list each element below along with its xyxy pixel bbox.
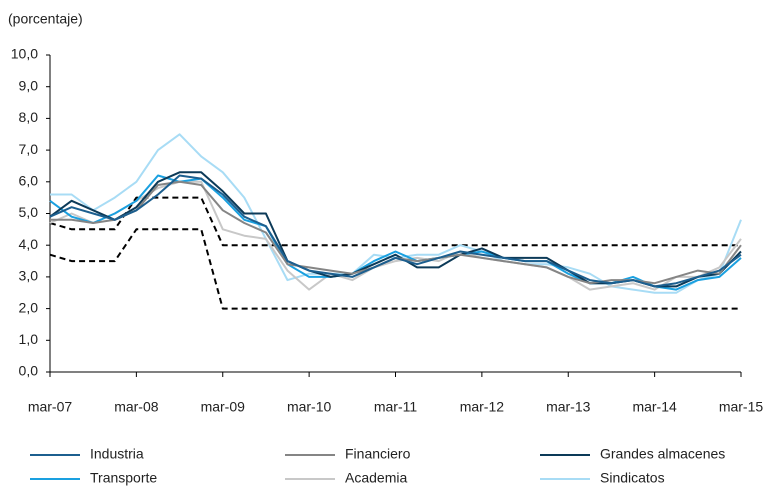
x-tick-label: mar-12	[460, 399, 505, 415]
x-tick-label: mar-13	[546, 399, 591, 415]
y-tick-label: 9,0	[19, 77, 39, 93]
series-line	[49, 174, 742, 291]
y-tick-label: 4,0	[19, 236, 39, 252]
x-tick-label: mar-11	[374, 399, 418, 415]
x-tick-label: mar-08	[114, 399, 159, 415]
y-tick-label: 7,0	[19, 141, 39, 157]
x-tick-label: mar-15	[719, 399, 764, 415]
y-tick-label: 0,0	[19, 363, 39, 379]
y-tick-label: 8,0	[19, 109, 39, 125]
y-axis-label: (porcentaje)	[8, 11, 83, 27]
x-tick-label: mar-14	[632, 399, 677, 415]
series-line	[49, 180, 742, 291]
y-tick-label: 10,0	[11, 46, 38, 62]
band-line	[49, 228, 741, 310]
band-line	[49, 196, 741, 247]
legend-label: Academia	[345, 470, 407, 486]
y-tick-label: 1,0	[19, 331, 39, 347]
y-tick-label: 6,0	[19, 173, 39, 189]
y-tick-label: 5,0	[19, 204, 39, 220]
legend-label: Grandes almacenes	[600, 446, 725, 462]
x-tick-label: mar-09	[201, 399, 246, 415]
y-tick-label: 3,0	[19, 268, 39, 284]
series-line	[49, 174, 742, 288]
y-tick-label: 2,0	[19, 299, 39, 315]
legend-label: Industria	[90, 446, 144, 462]
legend-label: Financiero	[345, 446, 411, 462]
x-tick-label: mar-10	[287, 399, 332, 415]
x-tick-label: mar-07	[28, 399, 73, 415]
series-line	[50, 133, 742, 294]
legend-label: Sindicatos	[600, 470, 665, 486]
legend-label: Transporte	[90, 470, 157, 486]
